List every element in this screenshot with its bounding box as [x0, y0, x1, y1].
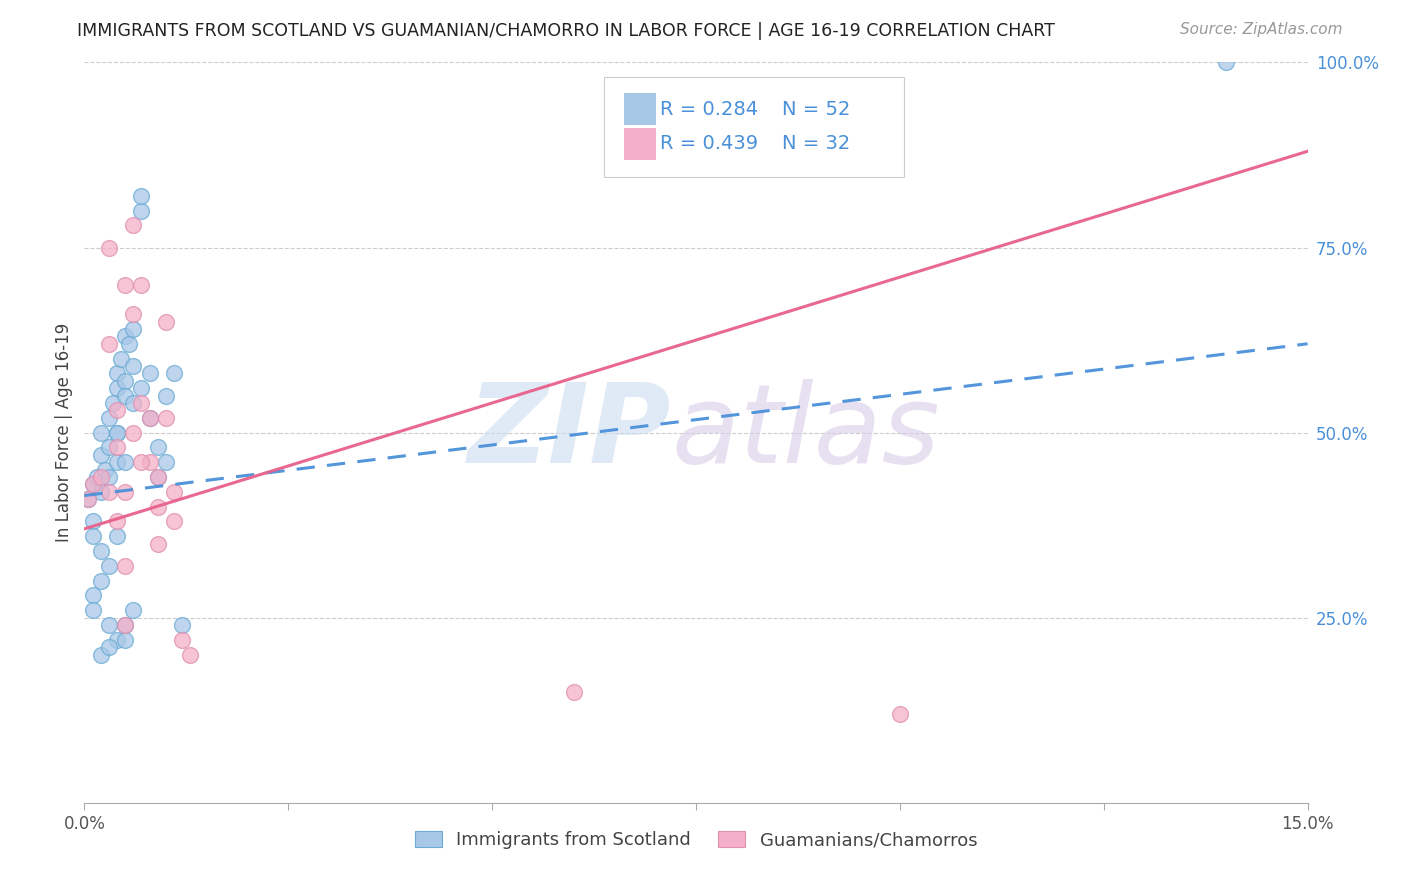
Point: [105, 455, 128, 469]
Point: [889, 706, 911, 721]
Point: [82, 589, 104, 603]
Point: [172, 632, 194, 647]
Point: [146, 536, 169, 550]
Legend: Immigrants from Scotland, Guamanians/Chamorros: Immigrants from Scotland, Guamanians/Cha…: [408, 824, 984, 856]
Point: [114, 484, 136, 499]
Point: [90, 544, 112, 558]
Point: [90, 470, 112, 484]
Point: [82, 603, 104, 617]
Point: [97, 410, 120, 425]
Point: [97, 640, 120, 655]
Point: [97, 470, 120, 484]
Point: [77, 492, 100, 507]
Point: [138, 455, 160, 469]
Point: [114, 618, 136, 632]
Point: [155, 410, 177, 425]
Text: atlas: atlas: [672, 379, 941, 486]
Point: [105, 441, 128, 455]
Point: [97, 441, 120, 455]
Point: [105, 403, 128, 417]
Point: [146, 470, 169, 484]
Point: [155, 455, 177, 469]
Y-axis label: In Labor Force | Age 16-19: In Labor Force | Age 16-19: [55, 323, 73, 542]
Point: [82, 529, 104, 543]
Point: [82, 515, 104, 529]
Point: [82, 477, 104, 491]
Point: [155, 314, 177, 328]
Point: [97, 618, 120, 632]
Point: [122, 359, 145, 373]
Point: [97, 558, 120, 573]
Point: [131, 381, 153, 395]
Point: [1215, 55, 1237, 70]
Point: [131, 203, 153, 218]
Point: [122, 307, 145, 321]
Point: [97, 240, 120, 255]
Point: [146, 470, 169, 484]
Point: [114, 455, 136, 469]
Text: Source: ZipAtlas.com: Source: ZipAtlas.com: [1180, 22, 1343, 37]
Point: [90, 448, 112, 462]
Point: [131, 396, 153, 410]
Point: [155, 388, 177, 402]
Point: [138, 410, 160, 425]
Point: [101, 396, 124, 410]
Text: R = 0.439: R = 0.439: [661, 135, 759, 153]
Point: [122, 219, 145, 233]
Point: [105, 367, 128, 381]
Text: ZIP: ZIP: [468, 379, 672, 486]
FancyBboxPatch shape: [605, 78, 904, 178]
Point: [138, 410, 160, 425]
Point: [114, 388, 136, 402]
Point: [122, 425, 145, 440]
Text: IMMIGRANTS FROM SCOTLAND VS GUAMANIAN/CHAMORRO IN LABOR FORCE | AGE 16-19 CORREL: IMMIGRANTS FROM SCOTLAND VS GUAMANIAN/CH…: [77, 22, 1056, 40]
Point: [172, 618, 194, 632]
Point: [562, 685, 585, 699]
Point: [138, 367, 160, 381]
Text: N = 52: N = 52: [782, 100, 851, 119]
Point: [90, 425, 112, 440]
Point: [90, 484, 112, 499]
Point: [114, 277, 136, 292]
Point: [90, 648, 112, 662]
Point: [163, 484, 186, 499]
Point: [114, 618, 136, 632]
Point: [114, 632, 136, 647]
Point: [82, 477, 104, 491]
Point: [163, 367, 186, 381]
Point: [179, 648, 201, 662]
FancyBboxPatch shape: [624, 93, 655, 126]
Point: [122, 603, 145, 617]
Point: [114, 558, 136, 573]
Point: [131, 277, 153, 292]
Point: [105, 425, 128, 440]
Point: [114, 329, 136, 343]
Point: [163, 515, 186, 529]
Point: [110, 351, 132, 366]
Point: [105, 529, 128, 543]
FancyBboxPatch shape: [624, 128, 655, 161]
Point: [105, 515, 128, 529]
Text: R = 0.284: R = 0.284: [661, 100, 759, 119]
Point: [146, 500, 169, 514]
Text: N = 32: N = 32: [782, 135, 849, 153]
Point: [114, 374, 136, 388]
Point: [122, 322, 145, 336]
Point: [105, 381, 128, 395]
Point: [97, 336, 120, 351]
Point: [131, 188, 153, 202]
Point: [93, 462, 115, 476]
Point: [118, 336, 141, 351]
Point: [86, 470, 108, 484]
Point: [131, 455, 153, 469]
Point: [122, 396, 145, 410]
Point: [77, 492, 100, 507]
Point: [105, 632, 128, 647]
Point: [146, 441, 169, 455]
Point: [105, 425, 128, 440]
Point: [90, 574, 112, 588]
Point: [97, 484, 120, 499]
